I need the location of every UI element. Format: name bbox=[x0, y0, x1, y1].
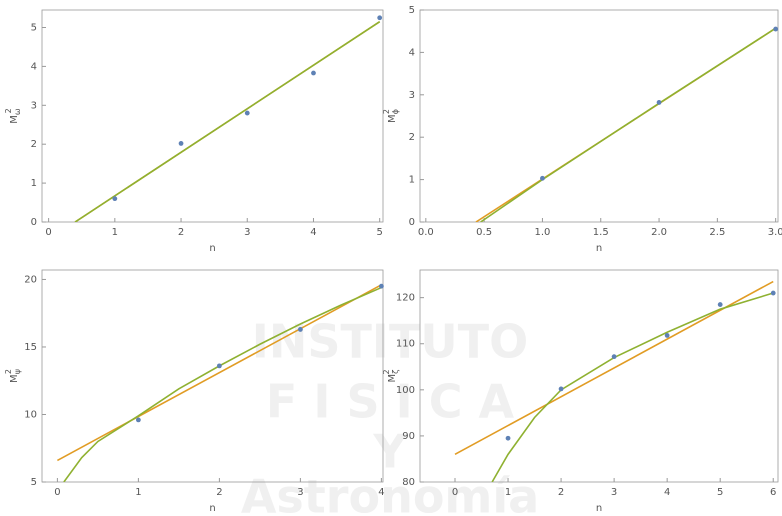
plot-frame bbox=[42, 10, 383, 222]
x-tick-label: 3 bbox=[297, 487, 303, 498]
x-tick-label: 4 bbox=[664, 487, 670, 498]
y-tick-label: 4 bbox=[409, 47, 415, 58]
y-tick-label: 80 bbox=[402, 477, 415, 488]
data-point bbox=[379, 284, 384, 289]
data-point bbox=[506, 436, 511, 441]
y-tick-label: 2 bbox=[409, 132, 415, 143]
watermark: INSTITUTO bbox=[252, 315, 528, 369]
x-tick-label: 2.5 bbox=[709, 227, 725, 238]
y-label-sup: 2 bbox=[382, 109, 391, 114]
x-axis-label: n bbox=[209, 243, 215, 254]
x-tick-label: 0.5 bbox=[476, 227, 492, 238]
x-tick-label: 4 bbox=[378, 487, 384, 498]
y-axis-label: Mϕ2 bbox=[382, 109, 400, 123]
y-tick-label: 3 bbox=[31, 100, 37, 111]
data-point bbox=[559, 387, 564, 392]
y-label-sup: 2 bbox=[4, 108, 13, 113]
y-tick-label: 100 bbox=[396, 385, 415, 396]
y-tick-label: 110 bbox=[396, 339, 415, 350]
y-label-main: M bbox=[9, 115, 20, 124]
data-point bbox=[179, 141, 184, 146]
plot-frame bbox=[420, 10, 778, 222]
y-tick-label: 0 bbox=[31, 217, 37, 228]
y-tick-label: 90 bbox=[402, 431, 415, 442]
y-tick-label: 10 bbox=[24, 409, 37, 420]
x-tick-label: 1 bbox=[505, 487, 511, 498]
x-tick-label: 0 bbox=[54, 487, 60, 498]
data-point bbox=[112, 196, 117, 201]
x-tick-label: 4 bbox=[310, 227, 316, 238]
x-tick-label: 3.0 bbox=[768, 227, 782, 238]
y-label-main: M bbox=[387, 114, 398, 123]
x-tick-label: 5 bbox=[377, 227, 383, 238]
y-tick-label: 120 bbox=[396, 293, 415, 304]
x-tick-label: 2 bbox=[558, 487, 564, 498]
x-axis-label: n bbox=[209, 503, 215, 514]
x-tick-label: 0 bbox=[45, 227, 51, 238]
x-tick-label: 6 bbox=[770, 487, 776, 498]
y-tick-label: 20 bbox=[24, 274, 37, 285]
x-axis-label: n bbox=[596, 243, 602, 254]
data-point bbox=[245, 111, 250, 116]
data-point bbox=[612, 354, 617, 359]
fit-line bbox=[492, 293, 773, 482]
x-tick-label: 3 bbox=[244, 227, 250, 238]
y-label-sub: ψ bbox=[13, 369, 22, 374]
y-tick-label: 5 bbox=[409, 5, 415, 16]
y-axis-label: Mω2 bbox=[4, 108, 22, 124]
x-tick-label: 1.5 bbox=[593, 227, 609, 238]
y-tick-label: 5 bbox=[31, 477, 37, 488]
y-tick-label: 1 bbox=[409, 175, 415, 186]
figure: INSTITUTOF I S I C AYAstronomía012345012… bbox=[0, 0, 782, 516]
data-point bbox=[773, 27, 778, 32]
y-label-sup: 2 bbox=[382, 369, 391, 374]
y-label-sup: 2 bbox=[4, 369, 13, 374]
data-point bbox=[718, 302, 723, 307]
x-tick-label: 3 bbox=[611, 487, 617, 498]
data-point bbox=[540, 176, 545, 181]
fit-line bbox=[75, 22, 380, 222]
y-label-sub: ϕ bbox=[391, 109, 400, 114]
y-label-main: M bbox=[9, 374, 20, 383]
y-label-sub: ω bbox=[13, 108, 22, 115]
data-point bbox=[217, 363, 222, 368]
y-tick-label: 0 bbox=[409, 217, 415, 228]
x-tick-label: 0.0 bbox=[418, 227, 434, 238]
y-tick-label: 1 bbox=[31, 178, 37, 189]
y-label-sub: ζ bbox=[391, 370, 400, 374]
x-tick-label: 5 bbox=[717, 487, 723, 498]
fit-line bbox=[57, 285, 381, 461]
x-tick-label: 1 bbox=[112, 227, 118, 238]
y-axis-label: Mψ2 bbox=[4, 369, 22, 383]
data-point bbox=[298, 327, 303, 332]
y-tick-label: 5 bbox=[31, 23, 37, 34]
x-tick-label: 1 bbox=[135, 487, 141, 498]
data-point bbox=[136, 417, 141, 422]
fit-line bbox=[481, 28, 776, 222]
x-tick-label: 2 bbox=[178, 227, 184, 238]
x-axis-label: n bbox=[596, 503, 602, 514]
data-point bbox=[311, 71, 316, 76]
y-tick-label: 4 bbox=[31, 61, 37, 72]
x-tick-label: 1.0 bbox=[534, 227, 550, 238]
data-point bbox=[657, 100, 662, 105]
x-tick-label: 2 bbox=[216, 487, 222, 498]
y-tick-label: 2 bbox=[31, 139, 37, 150]
y-tick-label: 3 bbox=[409, 90, 415, 101]
x-tick-label: 0 bbox=[452, 487, 458, 498]
x-tick-label: 2.0 bbox=[651, 227, 667, 238]
data-point bbox=[665, 333, 670, 338]
y-tick-label: 15 bbox=[24, 342, 37, 353]
data-point bbox=[377, 15, 382, 20]
data-point bbox=[771, 291, 776, 296]
